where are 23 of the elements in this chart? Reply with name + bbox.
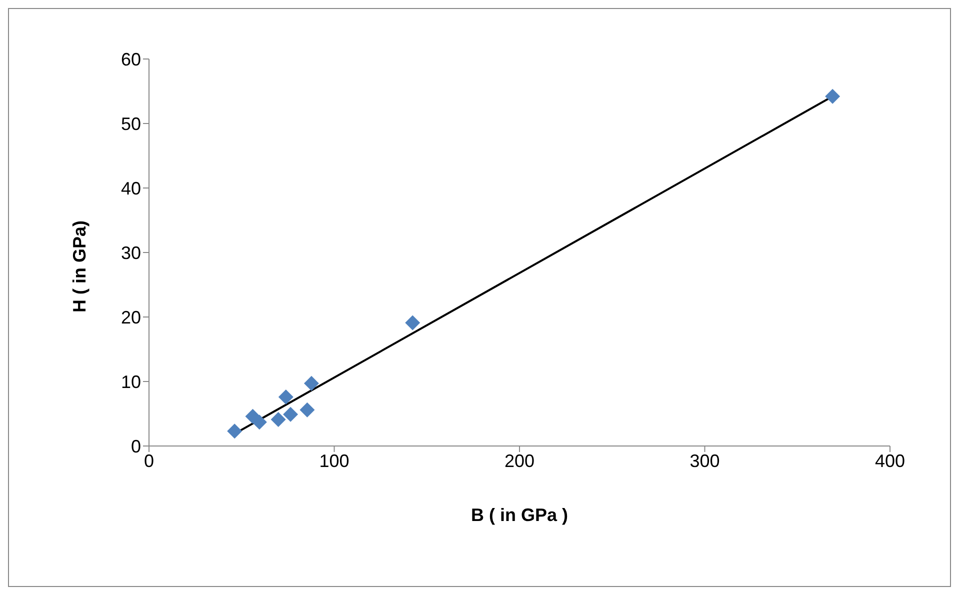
y-tick-label: 10	[120, 372, 141, 392]
y-tick-label: 20	[120, 307, 141, 328]
point	[825, 88, 840, 104]
y-tick-label: 40	[120, 178, 141, 198]
point	[227, 424, 242, 439]
x-tick-label: 0	[144, 450, 154, 471]
y-tick-label: 0	[130, 436, 141, 456]
point	[278, 389, 294, 404]
point	[304, 376, 319, 391]
point	[283, 406, 298, 422]
y-tick-label: 60	[120, 49, 141, 70]
point	[300, 402, 315, 418]
x-tick-label: 300	[690, 450, 720, 471]
x-tick-label: 400	[874, 450, 906, 471]
x-tick-label: 100	[319, 450, 350, 471]
point	[270, 412, 286, 428]
x-tick-label: 200	[504, 450, 535, 471]
y-tick-label: 30	[120, 242, 141, 263]
y-tick-label: 50	[120, 114, 141, 134]
point	[252, 414, 267, 430]
point	[405, 315, 420, 330]
x-axis-title: B ( in GPa )	[470, 505, 568, 525]
y-axis-title: H ( in GPa)	[69, 220, 90, 312]
